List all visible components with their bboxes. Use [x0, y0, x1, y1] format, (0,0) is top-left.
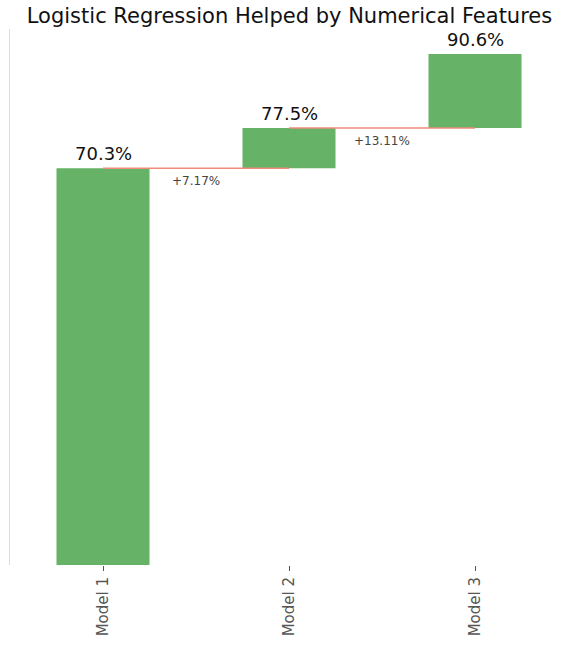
svg-text:Model 1: Model 1	[94, 577, 112, 636]
svg-text:Model 3: Model 3	[466, 577, 484, 636]
svg-text:Model 2: Model 2	[280, 577, 298, 636]
svg-text:70.3%: 70.3%	[75, 143, 132, 164]
svg-text:Logistic Regression Helped by: Logistic Regression Helped by Numerical …	[27, 4, 552, 28]
svg-text:+13.11%: +13.11%	[354, 134, 410, 148]
svg-text:77.5%: 77.5%	[261, 103, 318, 124]
svg-text:+7.17%: +7.17%	[172, 174, 220, 188]
svg-text:90.6%: 90.6%	[447, 29, 504, 50]
